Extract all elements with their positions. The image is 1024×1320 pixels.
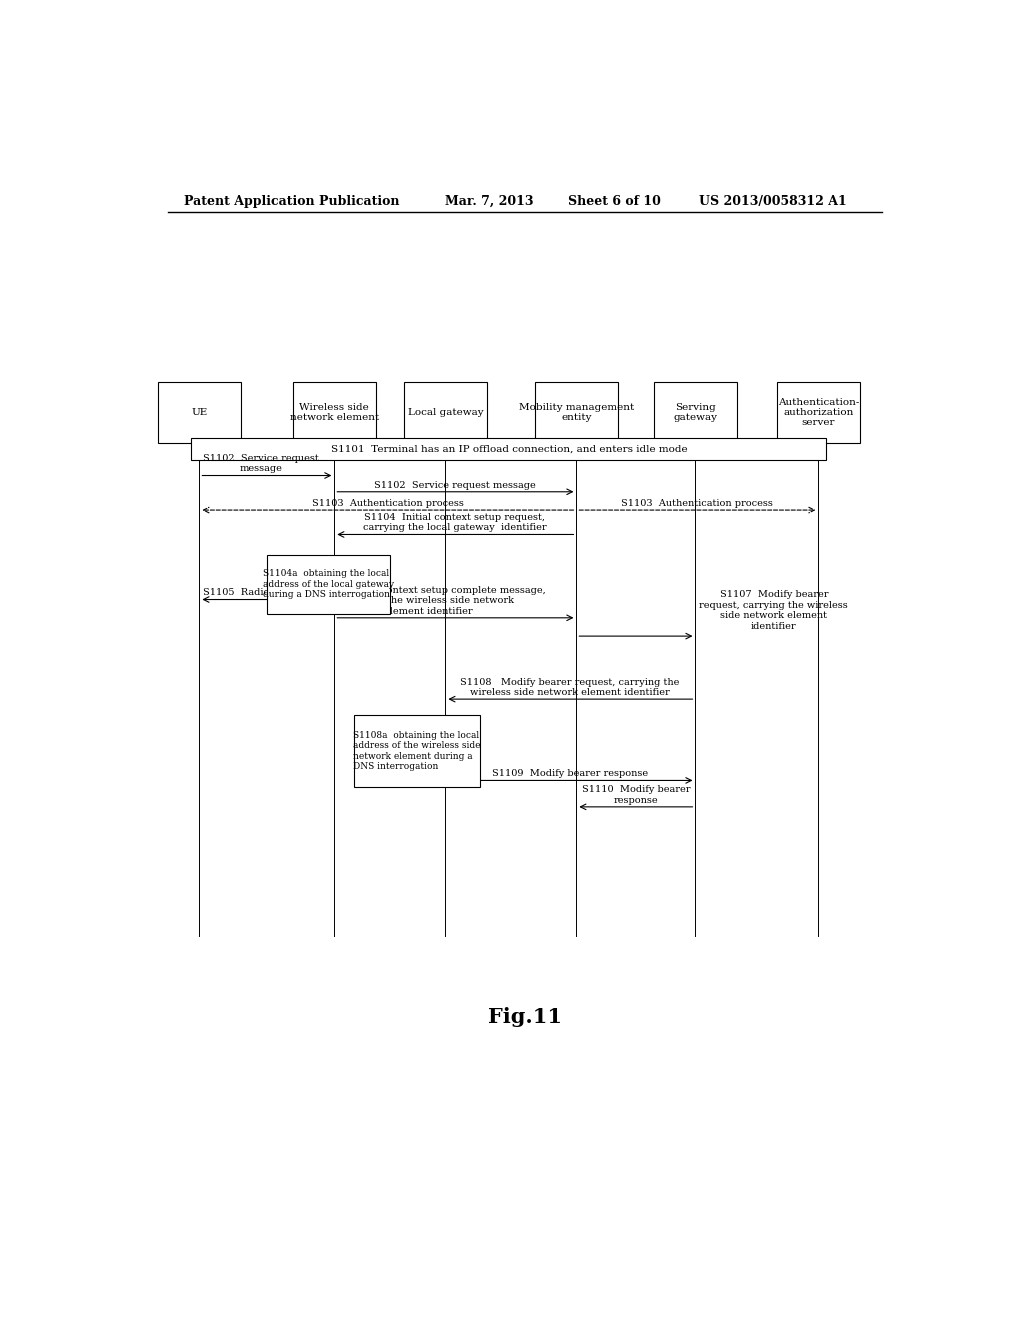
Bar [191,438,826,461]
Text: S1106  Initial context setup complete message,
carrying the wireless side networ: S1106 Initial context setup complete mes… [310,586,546,615]
Text: S1102  Service request
message: S1102 Service request message [204,454,319,474]
Text: S1108a  obtaining the local
address of the wireless side
network element during : S1108a obtaining the local address of th… [353,731,480,771]
Text: S1107  Modify bearer
request, carrying the wireless
side network element
identif: S1107 Modify bearer request, carrying th… [699,590,848,631]
Text: Mobility management
entity: Mobility management entity [519,403,634,422]
Bar [158,381,241,444]
Bar [403,381,487,444]
Text: US 2013/0058312 A1: US 2013/0058312 A1 [699,194,847,207]
Bar [354,715,479,787]
Text: UE: UE [191,408,208,417]
Bar [777,381,860,444]
Text: S1109  Modify bearer response: S1109 Modify bearer response [492,770,648,779]
Text: Fig.11: Fig.11 [487,1007,562,1027]
Text: Authentication-
authorization
server: Authentication- authorization server [778,397,859,428]
Text: S1108   Modify bearer request, carrying the
wireless side network element identi: S1108 Modify bearer request, carrying th… [461,677,680,697]
Text: S1102  Service request message: S1102 Service request message [374,480,536,490]
Text: Mar. 7, 2013: Mar. 7, 2013 [445,194,534,207]
Text: Sheet 6 of 10: Sheet 6 of 10 [568,194,662,207]
Bar [293,381,376,444]
Text: S1103  Authentication process: S1103 Authentication process [622,499,773,508]
Text: S1110  Modify bearer
response: S1110 Modify bearer response [582,785,690,805]
Bar [653,381,737,444]
Text: Wireless side
network element: Wireless side network element [290,403,379,422]
Text: Serving
gateway: Serving gateway [674,403,718,422]
Text: Patent Application Publication: Patent Application Publication [183,194,399,207]
Text: S1103  Authentication process: S1103 Authentication process [311,499,464,508]
Text: S1104a  obtaining the local
address of the local gateway
during a DNS interrogat: S1104a obtaining the local address of th… [263,569,394,599]
Text: Local gateway: Local gateway [408,408,483,417]
Bar [267,554,390,614]
Text: S1105  Radio bearer setup: S1105 Radio bearer setup [204,589,336,598]
Text: S1101  Terminal has an IP offload connection, and enters idle mode: S1101 Terminal has an IP offload connect… [331,445,687,454]
Bar [535,381,618,444]
Text: S1104  Initial context setup request,
carrying the local gateway  identifier: S1104 Initial context setup request, car… [364,513,547,532]
